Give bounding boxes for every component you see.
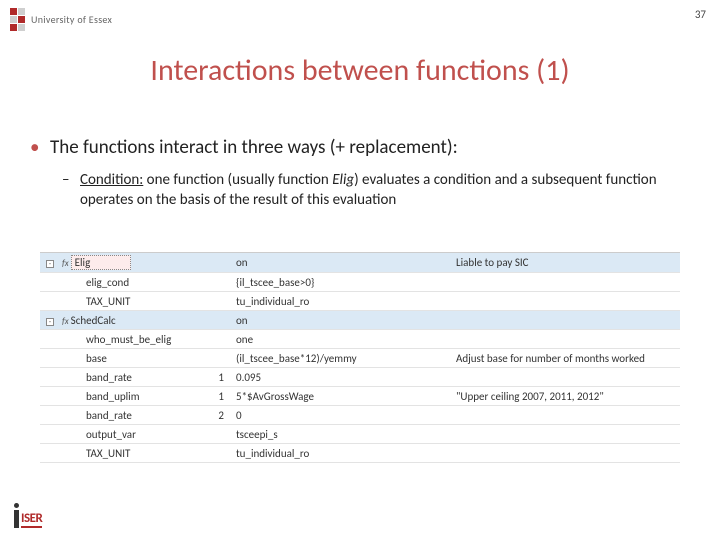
desc-cell bbox=[452, 318, 680, 322]
index-cell bbox=[208, 337, 232, 341]
main-bullet-text: The functions interact in three ways (+ … bbox=[50, 136, 458, 159]
param-name: fxSchedCalc bbox=[58, 312, 208, 329]
index-cell bbox=[208, 299, 232, 303]
value-cell: tu_individual_ro bbox=[232, 293, 452, 310]
tree-cell bbox=[40, 413, 58, 417]
tree-cell bbox=[40, 356, 58, 360]
value-cell: {il_tscee_base>0} bbox=[232, 274, 452, 291]
table-row: TAX_UNIT tu_individual_ro bbox=[40, 292, 680, 311]
value-cell: 5*$AvGrossWage bbox=[232, 388, 452, 405]
param-name: elig_cond bbox=[58, 274, 208, 291]
index-cell bbox=[208, 356, 232, 360]
tree-cell bbox=[40, 280, 58, 284]
index-cell bbox=[208, 318, 232, 322]
tree-cell: - bbox=[40, 312, 58, 329]
index-cell bbox=[208, 432, 232, 436]
desc-cell bbox=[452, 375, 680, 379]
sub-bullet: – Condition: one function (usually funct… bbox=[80, 170, 670, 211]
tree-cell bbox=[40, 432, 58, 436]
index-cell: 1 bbox=[208, 388, 232, 405]
table-row: band_uplim15*$AvGrossWage"Upper ceiling … bbox=[40, 387, 680, 406]
table-row: -fxSchedCalc on bbox=[40, 311, 680, 330]
table-row: -fxElig onLiable to pay SIC bbox=[40, 253, 680, 273]
desc-cell bbox=[452, 451, 680, 455]
table-row: band_rate10.095 bbox=[40, 368, 680, 387]
desc-cell: Liable to pay SIC bbox=[452, 254, 680, 271]
param-name: fxElig bbox=[58, 253, 208, 272]
value-cell: (il_tscee_base*12)/yemmy bbox=[232, 350, 452, 367]
tree-cell bbox=[40, 299, 58, 303]
fx-icon: fx bbox=[62, 316, 69, 327]
value-cell: tsceepi_s bbox=[232, 426, 452, 443]
tree-cell bbox=[40, 451, 58, 455]
page-number: 37 bbox=[695, 8, 706, 21]
tree-cell: - bbox=[40, 254, 58, 271]
table-row: base (il_tscee_base*12)/yemmyAdjust base … bbox=[40, 349, 680, 368]
param-name: who_must_be_elig bbox=[58, 331, 208, 348]
value-cell: 0 bbox=[232, 407, 452, 424]
param-name: output_var bbox=[58, 426, 208, 443]
value-cell: one bbox=[232, 331, 452, 348]
table-row: output_var tsceepi_s bbox=[40, 425, 680, 444]
desc-cell bbox=[452, 337, 680, 341]
value-cell: on bbox=[232, 254, 452, 271]
param-name: TAX_UNIT bbox=[58, 445, 208, 462]
param-name: band_rate bbox=[58, 407, 208, 424]
tree-cell bbox=[40, 337, 58, 341]
sub-text-a: one function (usually function bbox=[143, 171, 332, 189]
param-name: TAX_UNIT bbox=[58, 293, 208, 310]
fx-icon: fx bbox=[62, 258, 69, 269]
slide-title: Interactions between functions (1) bbox=[0, 52, 720, 89]
policy-table: -fxEligonLiable to pay SICelig_cond{il_t… bbox=[40, 252, 680, 463]
sub-label: Condition: bbox=[80, 171, 143, 189]
index-cell bbox=[208, 261, 232, 265]
tree-cell bbox=[40, 375, 58, 379]
index-cell bbox=[208, 280, 232, 284]
collapse-icon[interactable]: - bbox=[46, 260, 54, 268]
header: University of Essex bbox=[10, 8, 112, 31]
bullet-icon: • bbox=[30, 136, 50, 159]
table-row: band_rate20 bbox=[40, 406, 680, 425]
essex-logo bbox=[10, 8, 25, 31]
dash-icon: – bbox=[62, 170, 69, 190]
param-name: band_uplim bbox=[58, 388, 208, 405]
value-cell: on bbox=[232, 312, 452, 329]
index-cell bbox=[208, 451, 232, 455]
table-row: who_must_be_elig one bbox=[40, 330, 680, 349]
tree-cell bbox=[40, 394, 58, 398]
value-cell: 0.095 bbox=[232, 369, 452, 386]
sub-text-b: Elig bbox=[332, 171, 354, 189]
desc-cell bbox=[452, 280, 680, 284]
desc-cell: Adjust base for number of months worked bbox=[452, 350, 680, 367]
param-name: band_rate bbox=[58, 369, 208, 386]
index-cell: 1 bbox=[208, 369, 232, 386]
table-row: elig_cond {il_tscee_base>0} bbox=[40, 273, 680, 292]
desc-cell bbox=[452, 432, 680, 436]
iser-text: ISER bbox=[21, 511, 42, 528]
desc-cell bbox=[452, 299, 680, 303]
iser-logo: ISER bbox=[14, 503, 42, 528]
collapse-icon[interactable]: - bbox=[46, 318, 54, 326]
param-name: base bbox=[58, 350, 208, 367]
selected-cell[interactable]: Elig bbox=[71, 255, 131, 270]
desc-cell: "Upper ceiling 2007, 2011, 2012" bbox=[452, 388, 680, 405]
index-cell: 2 bbox=[208, 407, 232, 424]
main-bullet: •The functions interact in three ways (+… bbox=[30, 136, 690, 159]
table-row: TAX_UNIT tu_individual_ro bbox=[40, 444, 680, 463]
desc-cell bbox=[452, 413, 680, 417]
university-name: University of Essex bbox=[31, 13, 112, 26]
value-cell: tu_individual_ro bbox=[232, 445, 452, 462]
